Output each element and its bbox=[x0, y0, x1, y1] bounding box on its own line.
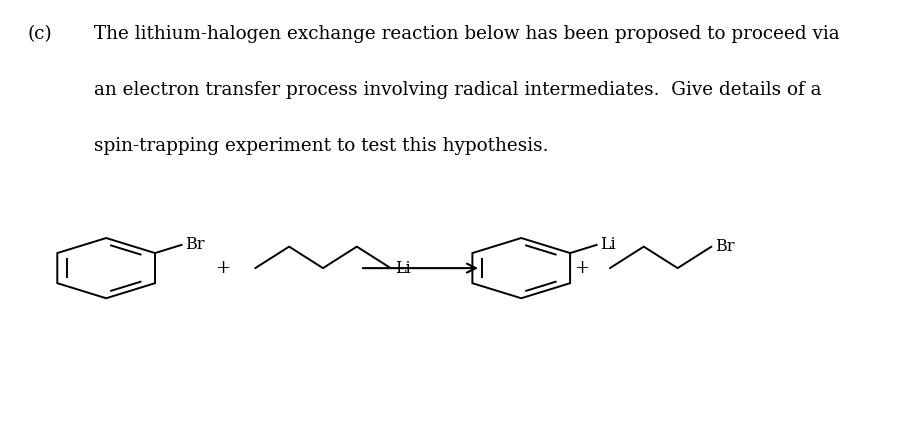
Text: (c): (c) bbox=[27, 25, 52, 43]
Text: spin-trapping experiment to test this hypothesis.: spin-trapping experiment to test this hy… bbox=[94, 137, 549, 155]
Text: Br: Br bbox=[185, 236, 205, 253]
Text: +: + bbox=[574, 259, 589, 277]
Text: The lithium-halogen exchange reaction below has been proposed to proceed via: The lithium-halogen exchange reaction be… bbox=[94, 25, 840, 43]
Text: Li: Li bbox=[600, 236, 616, 253]
Text: Li: Li bbox=[395, 260, 410, 277]
Text: +: + bbox=[216, 259, 230, 277]
Text: an electron transfer process involving radical intermediates.  Give details of a: an electron transfer process involving r… bbox=[94, 81, 822, 99]
Text: Br: Br bbox=[715, 238, 735, 255]
